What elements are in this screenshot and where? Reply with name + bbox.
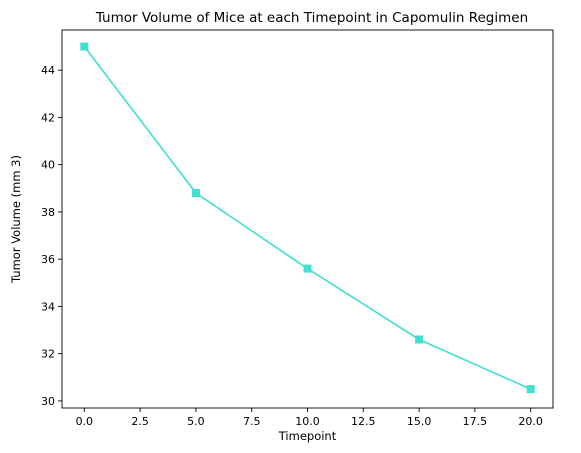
y-axis-label: Tumor Volume (mm 3): [9, 155, 23, 284]
y-tick-label: 32: [41, 348, 55, 361]
x-tick-label: 5.0: [187, 415, 205, 428]
y-tick-label: 40: [41, 159, 55, 172]
data-point-marker: [304, 265, 312, 273]
series-line: [84, 47, 530, 390]
y-axis: 30 32 34 36 38 40 42 44: [41, 64, 62, 408]
y-tick-label: 34: [41, 300, 55, 313]
chart-title: Tumor Volume of Mice at each Timepoint i…: [95, 10, 528, 26]
y-tick-label: 44: [41, 64, 55, 77]
x-tick-label: 2.5: [131, 415, 149, 428]
y-tick-label: 42: [41, 111, 55, 124]
data-point-marker: [80, 43, 88, 51]
data-point-marker: [192, 189, 200, 197]
x-tick-label: 17.5: [463, 415, 488, 428]
y-tick-label: 38: [41, 206, 55, 219]
y-tick-label: 36: [41, 253, 55, 266]
x-tick-label: 20.0: [518, 415, 543, 428]
x-tick-label: 7.5: [243, 415, 261, 428]
y-tick-label: 30: [41, 395, 55, 408]
data-point-marker: [527, 385, 535, 393]
x-axis: 0.0 2.5 5.0 7.5 10.0 12.5 15.0 17.5 20.0: [76, 408, 543, 428]
x-axis-label: Timepoint: [278, 429, 337, 443]
x-tick-label: 10.0: [295, 415, 320, 428]
x-tick-label: 15.0: [407, 415, 432, 428]
x-tick-label: 0.0: [76, 415, 94, 428]
plot-area-frame: [62, 30, 553, 408]
data-point-marker: [415, 335, 423, 343]
series-layer: [80, 43, 534, 394]
x-tick-label: 12.5: [351, 415, 376, 428]
